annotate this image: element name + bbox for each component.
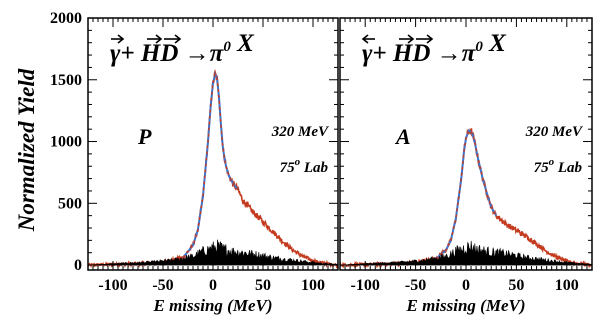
y-tick-label: 2000 xyxy=(50,10,82,27)
fit-curve-line xyxy=(435,128,498,260)
angle-label: 75o Lab xyxy=(280,156,329,176)
x-tick-label: -100 xyxy=(98,277,127,294)
reaction-equation: γ+ HD →π0 X xyxy=(110,30,255,67)
fit-curve-dash xyxy=(182,71,239,259)
x-tick-label: 0 xyxy=(462,277,470,294)
background-histogram xyxy=(339,240,593,266)
panel-letter: A xyxy=(394,124,411,149)
x-tick-label: -50 xyxy=(152,277,173,294)
x-tick-label: 100 xyxy=(555,277,579,294)
reaction-equation: γ+ HD →π0 X xyxy=(362,30,507,67)
d-polarization-arrow-head xyxy=(174,34,182,44)
energy-label: 320 MeV xyxy=(525,124,584,140)
y-tick-label: 1000 xyxy=(50,134,82,151)
h-polarization-arrow-head xyxy=(407,34,415,44)
y-tick-label: 1500 xyxy=(50,72,82,89)
background-histogram xyxy=(87,239,339,266)
x-axis-label: E missing (MeV) xyxy=(152,296,272,315)
fit-curve-line xyxy=(182,71,239,259)
h-polarization-arrow-head xyxy=(155,34,163,44)
angle-label: 75o Lab xyxy=(534,156,583,176)
fit-curve-dash xyxy=(435,129,497,260)
x-tick-label: 0 xyxy=(209,277,217,294)
data-spectrum-line xyxy=(339,127,593,269)
x-axis-label: E missing (MeV) xyxy=(405,296,525,315)
x-tick-label: 100 xyxy=(301,277,325,294)
y-tick-label: 0 xyxy=(74,257,82,274)
panel-letter: P xyxy=(137,124,152,149)
beam-polarization-arrow-head xyxy=(361,34,369,44)
x-tick-label: 50 xyxy=(255,277,271,294)
d-polarization-arrow-head xyxy=(426,34,434,44)
x-tick-label: 50 xyxy=(508,277,524,294)
x-tick-label: -50 xyxy=(405,277,426,294)
panel-polarized-antiparallel: -100 -50 0 50 100 E missing (MeV) γ+ HD →π0 X A… xyxy=(339,17,593,315)
beam-polarization-arrow-head xyxy=(117,34,125,44)
energy-label: 320 MeV xyxy=(271,124,330,140)
y-tick-label: 500 xyxy=(58,195,82,212)
x-tick-label: -100 xyxy=(351,277,380,294)
y-axis-label: Normalized Yield xyxy=(14,68,39,232)
